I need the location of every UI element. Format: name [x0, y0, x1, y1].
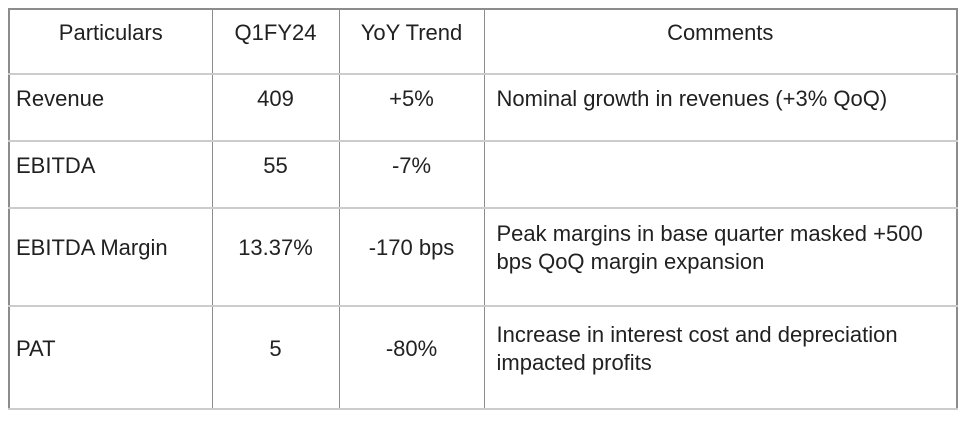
cell-ebitda-margin-trend: -170 bps — [338, 208, 485, 307]
cell-revenue-trend: +5% — [338, 74, 485, 142]
column-header-q1fy24: Q1FY24 — [211, 9, 340, 75]
financial-summary-table: Particulars Q1FY24 YoY Trend Comments Re… — [8, 8, 958, 410]
column-header-particulars: Particulars — [8, 9, 213, 75]
cell-pat-comment: Increase in interest cost and depreciati… — [483, 306, 958, 410]
cell-ebitda-label: EBITDA — [8, 141, 213, 209]
cell-pat-trend: -80% — [338, 306, 485, 410]
table-row-revenue: Revenue 409 +5% Nominal growth in revenu… — [8, 74, 958, 142]
cell-ebitda-value: 55 — [211, 141, 340, 209]
cell-pat-label: PAT — [8, 306, 213, 410]
cell-ebitda-comment — [483, 141, 958, 209]
cell-revenue-comment: Nominal growth in revenues (+3% QoQ) — [483, 74, 958, 142]
cell-ebitda-margin-value: 13.37% — [211, 208, 340, 307]
cell-ebitda-margin-comment: Peak margins in base quarter masked +500… — [483, 208, 958, 307]
column-header-comments: Comments — [483, 9, 958, 75]
table-row-ebitda-margin: EBITDA Margin 13.37% -170 bps Peak margi… — [8, 208, 958, 307]
table-row-pat: PAT 5 -80% Increase in interest cost and… — [8, 306, 958, 410]
table-row-ebitda: EBITDA 55 -7% — [8, 141, 958, 209]
cell-pat-value: 5 — [211, 306, 340, 410]
cell-revenue-label: Revenue — [8, 74, 213, 142]
cell-revenue-value: 409 — [211, 74, 340, 142]
header-row: Particulars Q1FY24 YoY Trend Comments — [8, 9, 958, 75]
cell-ebitda-trend: -7% — [338, 141, 485, 209]
column-header-yoy-trend: YoY Trend — [338, 9, 485, 75]
cell-ebitda-margin-label: EBITDA Margin — [8, 208, 213, 307]
